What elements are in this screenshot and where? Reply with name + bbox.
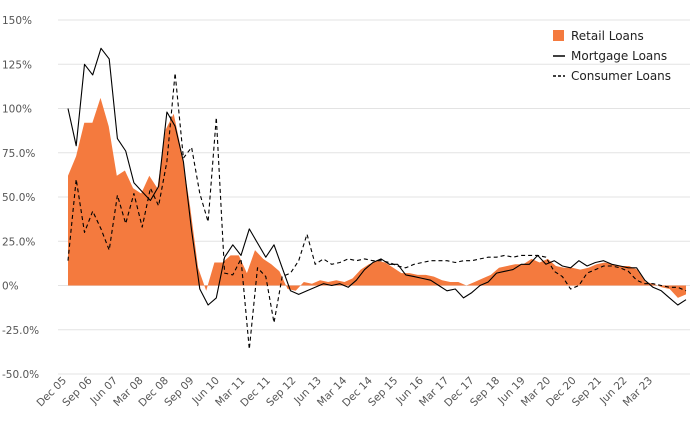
y-tick-label: -50.0% xyxy=(2,369,39,381)
legend: Retail Loans Mortgage Loans Consumer Loans xyxy=(553,29,671,83)
series xyxy=(67,47,687,350)
y-tick-label: 50.0% xyxy=(2,192,35,204)
retail-loans-area xyxy=(68,97,686,298)
y-tick-label: 100% xyxy=(2,104,32,116)
y-axis-ticks: 150% 125% 100% 75.0% 50.0% 25.0% 0% -25.0% -50.0… xyxy=(2,15,39,381)
legend-label: Mortgage Loans xyxy=(571,49,667,63)
consumer-loans-line xyxy=(67,72,687,350)
y-tick-label: -25.0% xyxy=(2,325,39,337)
legend-label: Retail Loans xyxy=(571,29,644,43)
legend-swatch-retail xyxy=(553,30,564,41)
y-tick-label: 0% xyxy=(2,281,19,293)
y-tick-label: 25.0% xyxy=(2,236,35,248)
y-tick-label: 150% xyxy=(2,15,32,27)
legend-label: Consumer Loans xyxy=(571,69,671,83)
y-tick-label: 125% xyxy=(2,59,32,71)
y-tick-label: 75.0% xyxy=(2,148,35,160)
